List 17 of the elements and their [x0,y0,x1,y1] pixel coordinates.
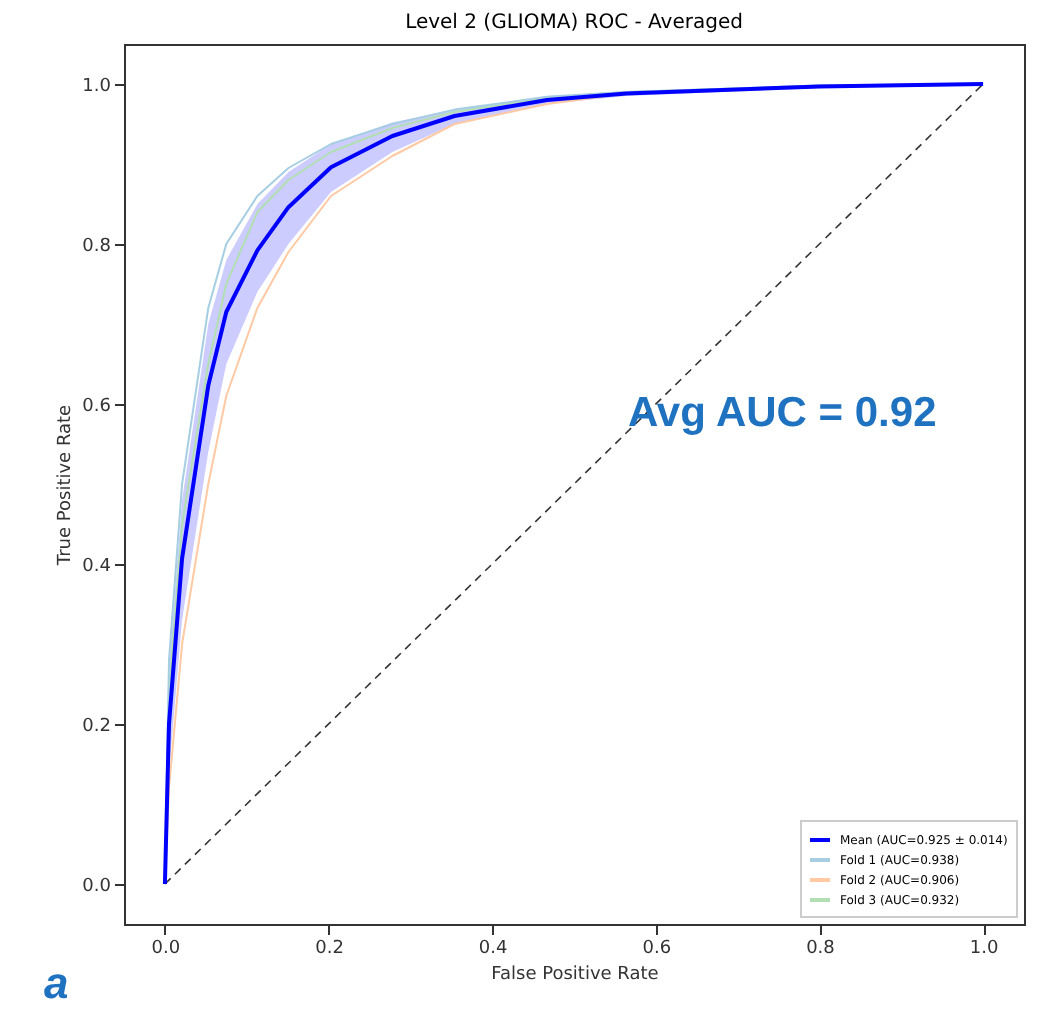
x-axis-title: False Positive Rate [491,965,660,985]
y-tick-label: 0.2 [82,717,111,737]
y-tick-label: 1.0 [82,77,112,97]
y-tick-label: 0.0 [82,877,112,897]
text: a [44,958,69,1008]
x-tick-label: 0.6 [642,939,672,959]
x-tick-label: 1.0 [969,939,999,959]
y-tick-label: 0.6 [82,397,112,417]
x-tick-label: 0.0 [151,939,181,959]
chart-title: Level 2 (GLIOMA) ROC - Averaged [405,12,743,34]
x-tick-label: 0.2 [315,939,344,959]
y-tick-label: 0.8 [82,237,112,257]
x-tick-label: 0.4 [478,939,509,959]
y-axis-title: True Positive Rate [56,403,77,568]
y-tick-label: 0.4 [82,557,112,577]
annotation: Avg AUC = 0.92 [628,389,937,436]
x-tick-label: 0.8 [806,939,836,959]
